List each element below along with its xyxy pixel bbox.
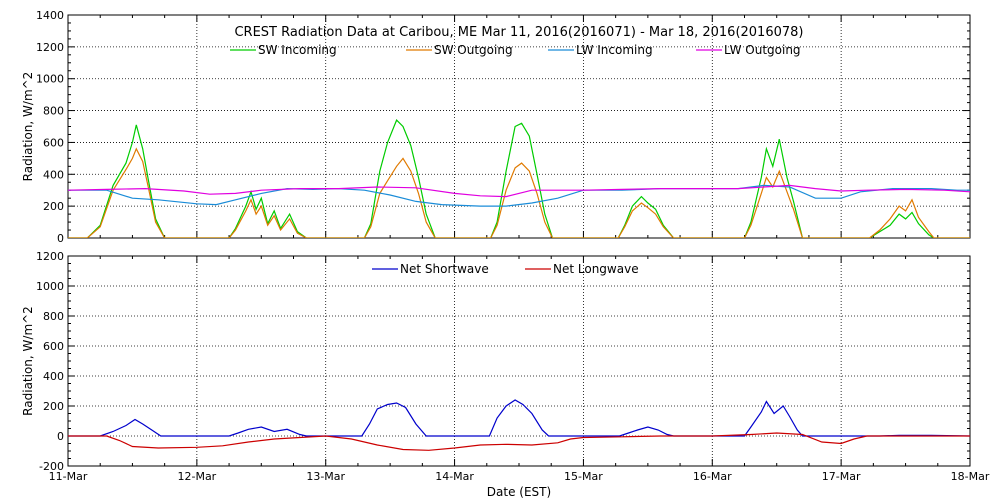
y-tick-label: 200 <box>43 400 64 413</box>
series-line-lw-incoming <box>68 184 970 207</box>
y-tick-label: 1200 <box>36 250 64 263</box>
x-tick-label: 14-Mar <box>435 470 474 483</box>
y-tick-label: 800 <box>43 310 64 323</box>
chart-title: CREST Radiation Data at Caribou, ME Mar … <box>234 25 803 40</box>
legend-label-lw-incoming: LW Incoming <box>576 43 653 57</box>
bottom-panel: -200 0 200 400 600 800 1000 1200 Radiation, W/m^… <box>21 250 990 499</box>
x-tick-label: 15-Mar <box>564 470 603 483</box>
y-tick-label: 400 <box>43 370 64 383</box>
y-tick-label: 1400 <box>36 9 64 22</box>
series-line-net-shortwave <box>68 399 970 437</box>
top-panel: 0 200 400 600 800 1000 1200 1400 Radiation, W/m^… <box>21 9 971 245</box>
legend-label-sw-incoming: SW Incoming <box>258 43 337 57</box>
y-tick-label: 0 <box>57 430 64 443</box>
y-axis-label: Radiation, W/m^2 <box>21 306 35 416</box>
y-tick-label: 600 <box>43 136 64 149</box>
y-tick-label: 600 <box>43 340 64 353</box>
series-line-lw-outgoing <box>68 184 970 198</box>
y-tick-label: 800 <box>43 105 64 118</box>
legend-label-net-shortwave: Net Shortwave <box>400 262 489 276</box>
legend-label-sw-outgoing: SW Outgoing <box>434 43 513 57</box>
x-tick-label: 12-Mar <box>177 470 216 483</box>
legend-label-lw-outgoing: LW Outgoing <box>724 43 801 57</box>
series-line-sw-outgoing <box>68 147 970 238</box>
x-tick-label: 11-Mar <box>49 470 88 483</box>
x-tick-label: 18-Mar <box>951 470 990 483</box>
y-tick-label: 1000 <box>36 73 64 86</box>
y-tick-label: -200 <box>39 460 64 473</box>
x-tick-label: 17-Mar <box>822 470 861 483</box>
y-tick-label: 400 <box>43 168 64 181</box>
y-tick-label: 1000 <box>36 280 64 293</box>
legend-label-net-longwave: Net Longwave <box>553 262 639 276</box>
x-axis-label: Date (EST) <box>487 485 551 499</box>
y-tick-label: 0 <box>57 232 64 245</box>
series-line-net-longwave <box>68 432 970 451</box>
y-axis-label: Radiation, W/m^2 <box>21 72 35 182</box>
x-tick-label: 13-Mar <box>306 470 345 483</box>
y-tick-label: 200 <box>43 200 64 213</box>
y-tick-label: 1200 <box>36 41 64 54</box>
x-tick-label: 16-Mar <box>693 470 732 483</box>
